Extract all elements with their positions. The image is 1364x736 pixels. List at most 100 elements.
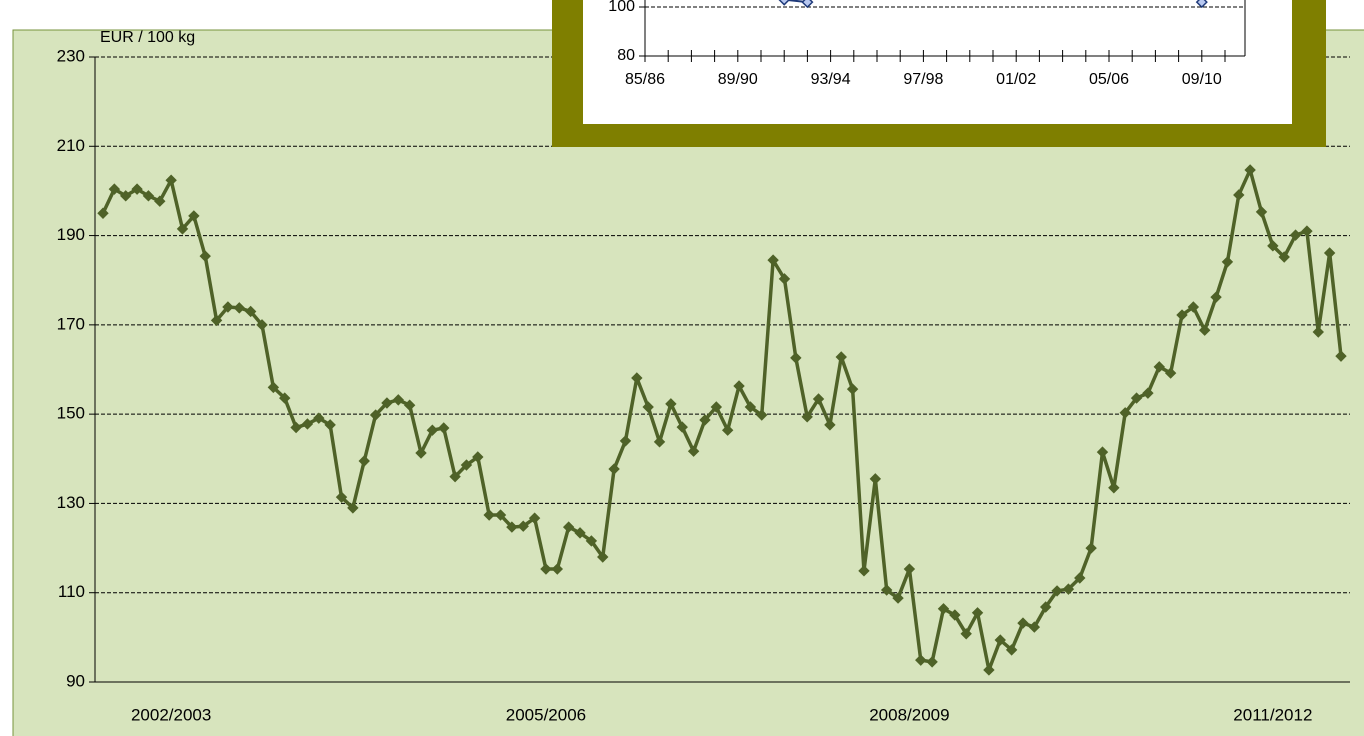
data-point (585, 535, 598, 547)
data-point (1028, 621, 1041, 633)
x-tick-label: 85/86 (625, 71, 665, 88)
data-point (903, 563, 916, 575)
data-point (369, 409, 382, 421)
data-point (926, 656, 938, 668)
data-point (324, 419, 336, 431)
data-point (949, 609, 961, 621)
data-point (313, 412, 325, 424)
data-point (1255, 206, 1268, 218)
data-point (1142, 387, 1154, 399)
data-point (517, 520, 529, 532)
data-point (301, 418, 314, 430)
data-point (733, 380, 745, 392)
data-point (426, 424, 439, 436)
data-point (108, 183, 121, 195)
data-point (835, 351, 847, 363)
y-tick-label: 190 (57, 225, 85, 244)
data-point (551, 563, 564, 575)
y-tick-label: 170 (57, 314, 85, 333)
data-point (574, 527, 586, 539)
data-point (983, 664, 995, 676)
data-point (188, 210, 200, 222)
data-point (540, 563, 552, 575)
data-point (1108, 482, 1120, 494)
data-point (937, 603, 950, 615)
data-point (210, 314, 223, 327)
data-point (880, 584, 893, 596)
data-point (665, 398, 677, 410)
x-tick-label: 2011/2012 (1233, 705, 1312, 724)
x-tick-label: 2002/2003 (131, 705, 211, 724)
data-point (1062, 583, 1075, 595)
data-point (120, 190, 132, 202)
data-point (97, 207, 109, 219)
data-point (994, 634, 1006, 646)
data-point (721, 424, 734, 436)
data-point (858, 565, 870, 577)
data-point (1164, 367, 1177, 379)
data-point (460, 459, 473, 471)
data-point (642, 401, 654, 413)
x-tick-label: 2005/2006 (506, 705, 586, 724)
x-tick-label: 09/10 (1182, 71, 1222, 88)
data-point (756, 409, 768, 421)
data-point (676, 421, 688, 433)
x-tick-label: 2008/2009 (869, 705, 949, 724)
data-point (290, 421, 302, 434)
data-point (1017, 617, 1029, 629)
data-point (142, 190, 155, 202)
data-point (358, 455, 370, 467)
data-point (1130, 392, 1143, 404)
data-point (438, 422, 450, 434)
data-point (472, 451, 484, 463)
data-point (778, 273, 791, 285)
data-point (778, 0, 790, 6)
y-tick-label: 210 (57, 136, 85, 155)
data-point (960, 628, 972, 640)
y-axis-title: EUR / 100 kg (100, 29, 195, 46)
data-point (176, 223, 189, 235)
data-point (1278, 251, 1290, 263)
data-point (256, 319, 268, 331)
data-point (710, 401, 723, 413)
x-tick-label: 97/98 (903, 71, 943, 88)
data-point (653, 436, 666, 448)
data-point (1085, 542, 1097, 554)
data-point (892, 592, 904, 604)
chart-background (12, 29, 1364, 736)
x-tick-label: 89/90 (718, 71, 758, 88)
data-point (244, 305, 257, 318)
data-point (381, 397, 393, 409)
data-point (619, 435, 632, 447)
data-point (597, 551, 609, 563)
data-point (869, 473, 882, 485)
data-point (347, 502, 359, 514)
data-point (528, 512, 541, 524)
data-point (824, 419, 836, 431)
data-point (392, 394, 405, 406)
data-point (1051, 585, 1063, 597)
data-point (1176, 309, 1188, 321)
data-point (335, 491, 348, 503)
data-point (1221, 256, 1234, 268)
y-tick-label: 130 (57, 493, 85, 512)
x-tick-label: 05/06 (1089, 71, 1129, 88)
data-point (1187, 301, 1200, 313)
data-point (1005, 644, 1018, 656)
data-point (1210, 291, 1222, 303)
data-point (790, 352, 802, 364)
y-tick-label: 230 (57, 46, 85, 65)
x-tick-label: 93/94 (811, 71, 851, 88)
x-tick-label: 01/02 (996, 71, 1036, 88)
y-tick-label: 100 (608, 0, 635, 15)
data-point (801, 0, 814, 9)
main-chart: 90 110 130 150 170 190 210 230 EUR / 100 kg 2002/… (57, 29, 1350, 724)
data-point (744, 401, 757, 413)
data-point (1267, 240, 1279, 252)
data-point (1119, 407, 1131, 419)
y-tick-label: 110 (58, 582, 85, 601)
y-tick-label: 90 (66, 671, 85, 690)
data-point (699, 414, 711, 426)
data-point (846, 383, 859, 395)
